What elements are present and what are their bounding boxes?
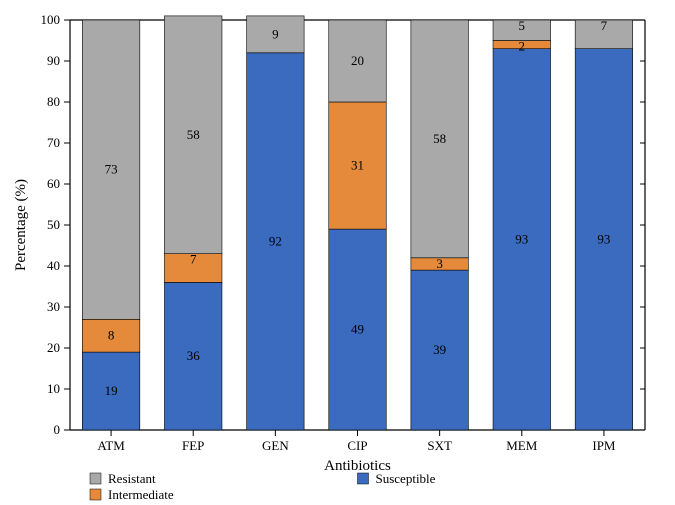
y-tick-label: 90 bbox=[47, 53, 60, 68]
chart-svg: 0 10 20 30 40 50 60 70 80 90 100 Percentage (%) 19 8 7… bbox=[0, 0, 675, 505]
x-tick-label: MEM bbox=[506, 438, 538, 453]
bar-value-label: 73 bbox=[105, 162, 118, 177]
x-tick-label: CIP bbox=[347, 438, 367, 453]
legend-label: Resistant bbox=[108, 471, 156, 486]
bar-value-label: 8 bbox=[108, 328, 115, 343]
bar-value-label: 58 bbox=[187, 127, 200, 142]
bar-value-label: 93 bbox=[515, 231, 528, 246]
x-tick-label: IPM bbox=[592, 438, 616, 453]
bar-value-label: 39 bbox=[433, 342, 446, 357]
y-tick-label: 30 bbox=[47, 299, 60, 314]
y-tick-label: 70 bbox=[47, 135, 60, 150]
y-tick-label: 0 bbox=[54, 422, 61, 437]
legend-swatch bbox=[90, 489, 101, 500]
bar-value-label: 9 bbox=[272, 26, 279, 41]
y-tick-label: 50 bbox=[47, 217, 60, 232]
bar-value-label: 92 bbox=[269, 233, 282, 248]
bar-value-label: 19 bbox=[105, 383, 118, 398]
x-tick-label: SXT bbox=[427, 438, 452, 453]
bar-value-label: 20 bbox=[351, 53, 364, 68]
antibiotic-susceptibility-chart: 0 10 20 30 40 50 60 70 80 90 100 Percentage (%) 19 8 7… bbox=[0, 0, 675, 505]
y-tick-label: 100 bbox=[41, 12, 61, 27]
bar-value-label: 7 bbox=[601, 18, 608, 33]
y-axis-title: Percentage (%) bbox=[13, 179, 29, 271]
legend-swatch bbox=[358, 473, 369, 484]
x-tick-label: ATM bbox=[97, 438, 125, 453]
legend-swatch bbox=[90, 473, 101, 484]
bar-value-label: 31 bbox=[351, 158, 364, 173]
bar-value-label: 58 bbox=[433, 131, 446, 146]
bar-value-label: 5 bbox=[519, 18, 526, 33]
bar-value-label: 49 bbox=[351, 322, 364, 337]
legend-label: Susceptible bbox=[376, 471, 436, 486]
x-tick-label: FEP bbox=[182, 438, 204, 453]
y-tick-label: 10 bbox=[47, 381, 60, 396]
legend-label: Intermediate bbox=[108, 487, 174, 502]
y-tick-label: 80 bbox=[47, 94, 60, 109]
y-tick-label: 20 bbox=[47, 340, 60, 355]
bar-value-label: 36 bbox=[187, 348, 201, 363]
x-tick-label: GEN bbox=[262, 438, 289, 453]
y-tick-label: 40 bbox=[47, 258, 60, 273]
y-tick-label: 60 bbox=[47, 176, 60, 191]
bar-value-label: 93 bbox=[597, 231, 610, 246]
